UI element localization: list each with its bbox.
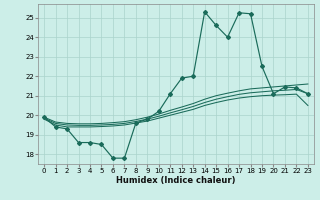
X-axis label: Humidex (Indice chaleur): Humidex (Indice chaleur) (116, 176, 236, 185)
